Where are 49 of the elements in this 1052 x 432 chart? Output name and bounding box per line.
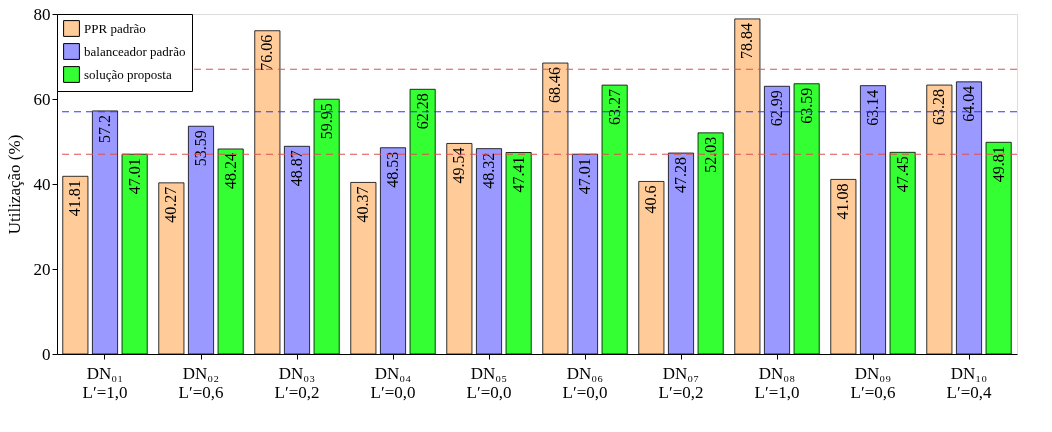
- data-label: 41.08: [834, 183, 852, 220]
- data-label: 48.24: [221, 152, 239, 189]
- x-tick-label: DN₀₄ L′=0,0: [370, 363, 416, 402]
- x-tick-label: DN₀₉ L′=0,6: [850, 363, 896, 402]
- x-tick-label: DN₁₀ L′=0,4: [946, 363, 992, 402]
- y-tick-label: 20: [33, 259, 51, 279]
- data-label: 78.84: [738, 22, 756, 59]
- data-label: 40.37: [354, 186, 372, 223]
- data-label: 48.53: [384, 151, 401, 188]
- data-label: 49.81: [989, 146, 1007, 183]
- y-tick-label: 40: [33, 174, 51, 194]
- data-label: 64.04: [960, 85, 977, 122]
- data-label: 47.28: [672, 157, 689, 194]
- data-label: 40.27: [162, 186, 180, 223]
- data-label: 68.46: [546, 67, 564, 104]
- data-label: 49.54: [450, 147, 468, 184]
- y-tick-label: 60: [33, 89, 51, 109]
- data-label: 63.28: [930, 89, 948, 126]
- x-tick-label: DN₀₇ L′=0,2: [658, 363, 704, 402]
- data-label: 62.28: [413, 93, 431, 130]
- data-label: 57.2: [96, 114, 113, 143]
- y-axis-title: Utilização (%): [4, 134, 24, 235]
- data-label: 48.32: [480, 152, 497, 189]
- data-label: 52.03: [701, 136, 719, 173]
- data-label: 59.95: [317, 103, 335, 140]
- data-label: 62.99: [768, 90, 785, 127]
- legend-label: balanceador padrão: [84, 43, 186, 59]
- legend-label: PPR padrão: [84, 20, 146, 36]
- data-label: 63.27: [605, 89, 623, 126]
- data-label: 47.01: [576, 158, 593, 195]
- data-label: 63.59: [797, 87, 815, 124]
- x-tick-label: DN₀₅ L′=0,0: [466, 363, 512, 402]
- x-tick-label: DN₀₁ L′=1,0: [82, 363, 128, 402]
- y-tick-label: 80: [33, 4, 51, 24]
- data-label: 41.81: [66, 180, 84, 217]
- data-label: 48.87: [288, 150, 305, 187]
- data-label: 47.41: [509, 156, 527, 193]
- data-label: 53.59: [192, 130, 209, 167]
- data-label: 40.6: [642, 185, 660, 214]
- legend-label: solução proposta: [84, 66, 172, 82]
- x-tick-label: DN₀₃ L′=0,2: [274, 363, 320, 402]
- x-tick-label: DN₀₈ L′=1,0: [754, 363, 800, 402]
- data-label: 76.06: [258, 34, 276, 71]
- data-label: 63.14: [864, 89, 881, 126]
- data-label: 47.01: [125, 158, 143, 195]
- x-tick-label: DN₀₂ L′=0,6: [178, 363, 224, 402]
- y-tick-label: 0: [42, 344, 51, 364]
- x-tick-label: DN₀₆ L′=0,0: [562, 363, 608, 402]
- data-label: 47.45: [893, 156, 911, 193]
